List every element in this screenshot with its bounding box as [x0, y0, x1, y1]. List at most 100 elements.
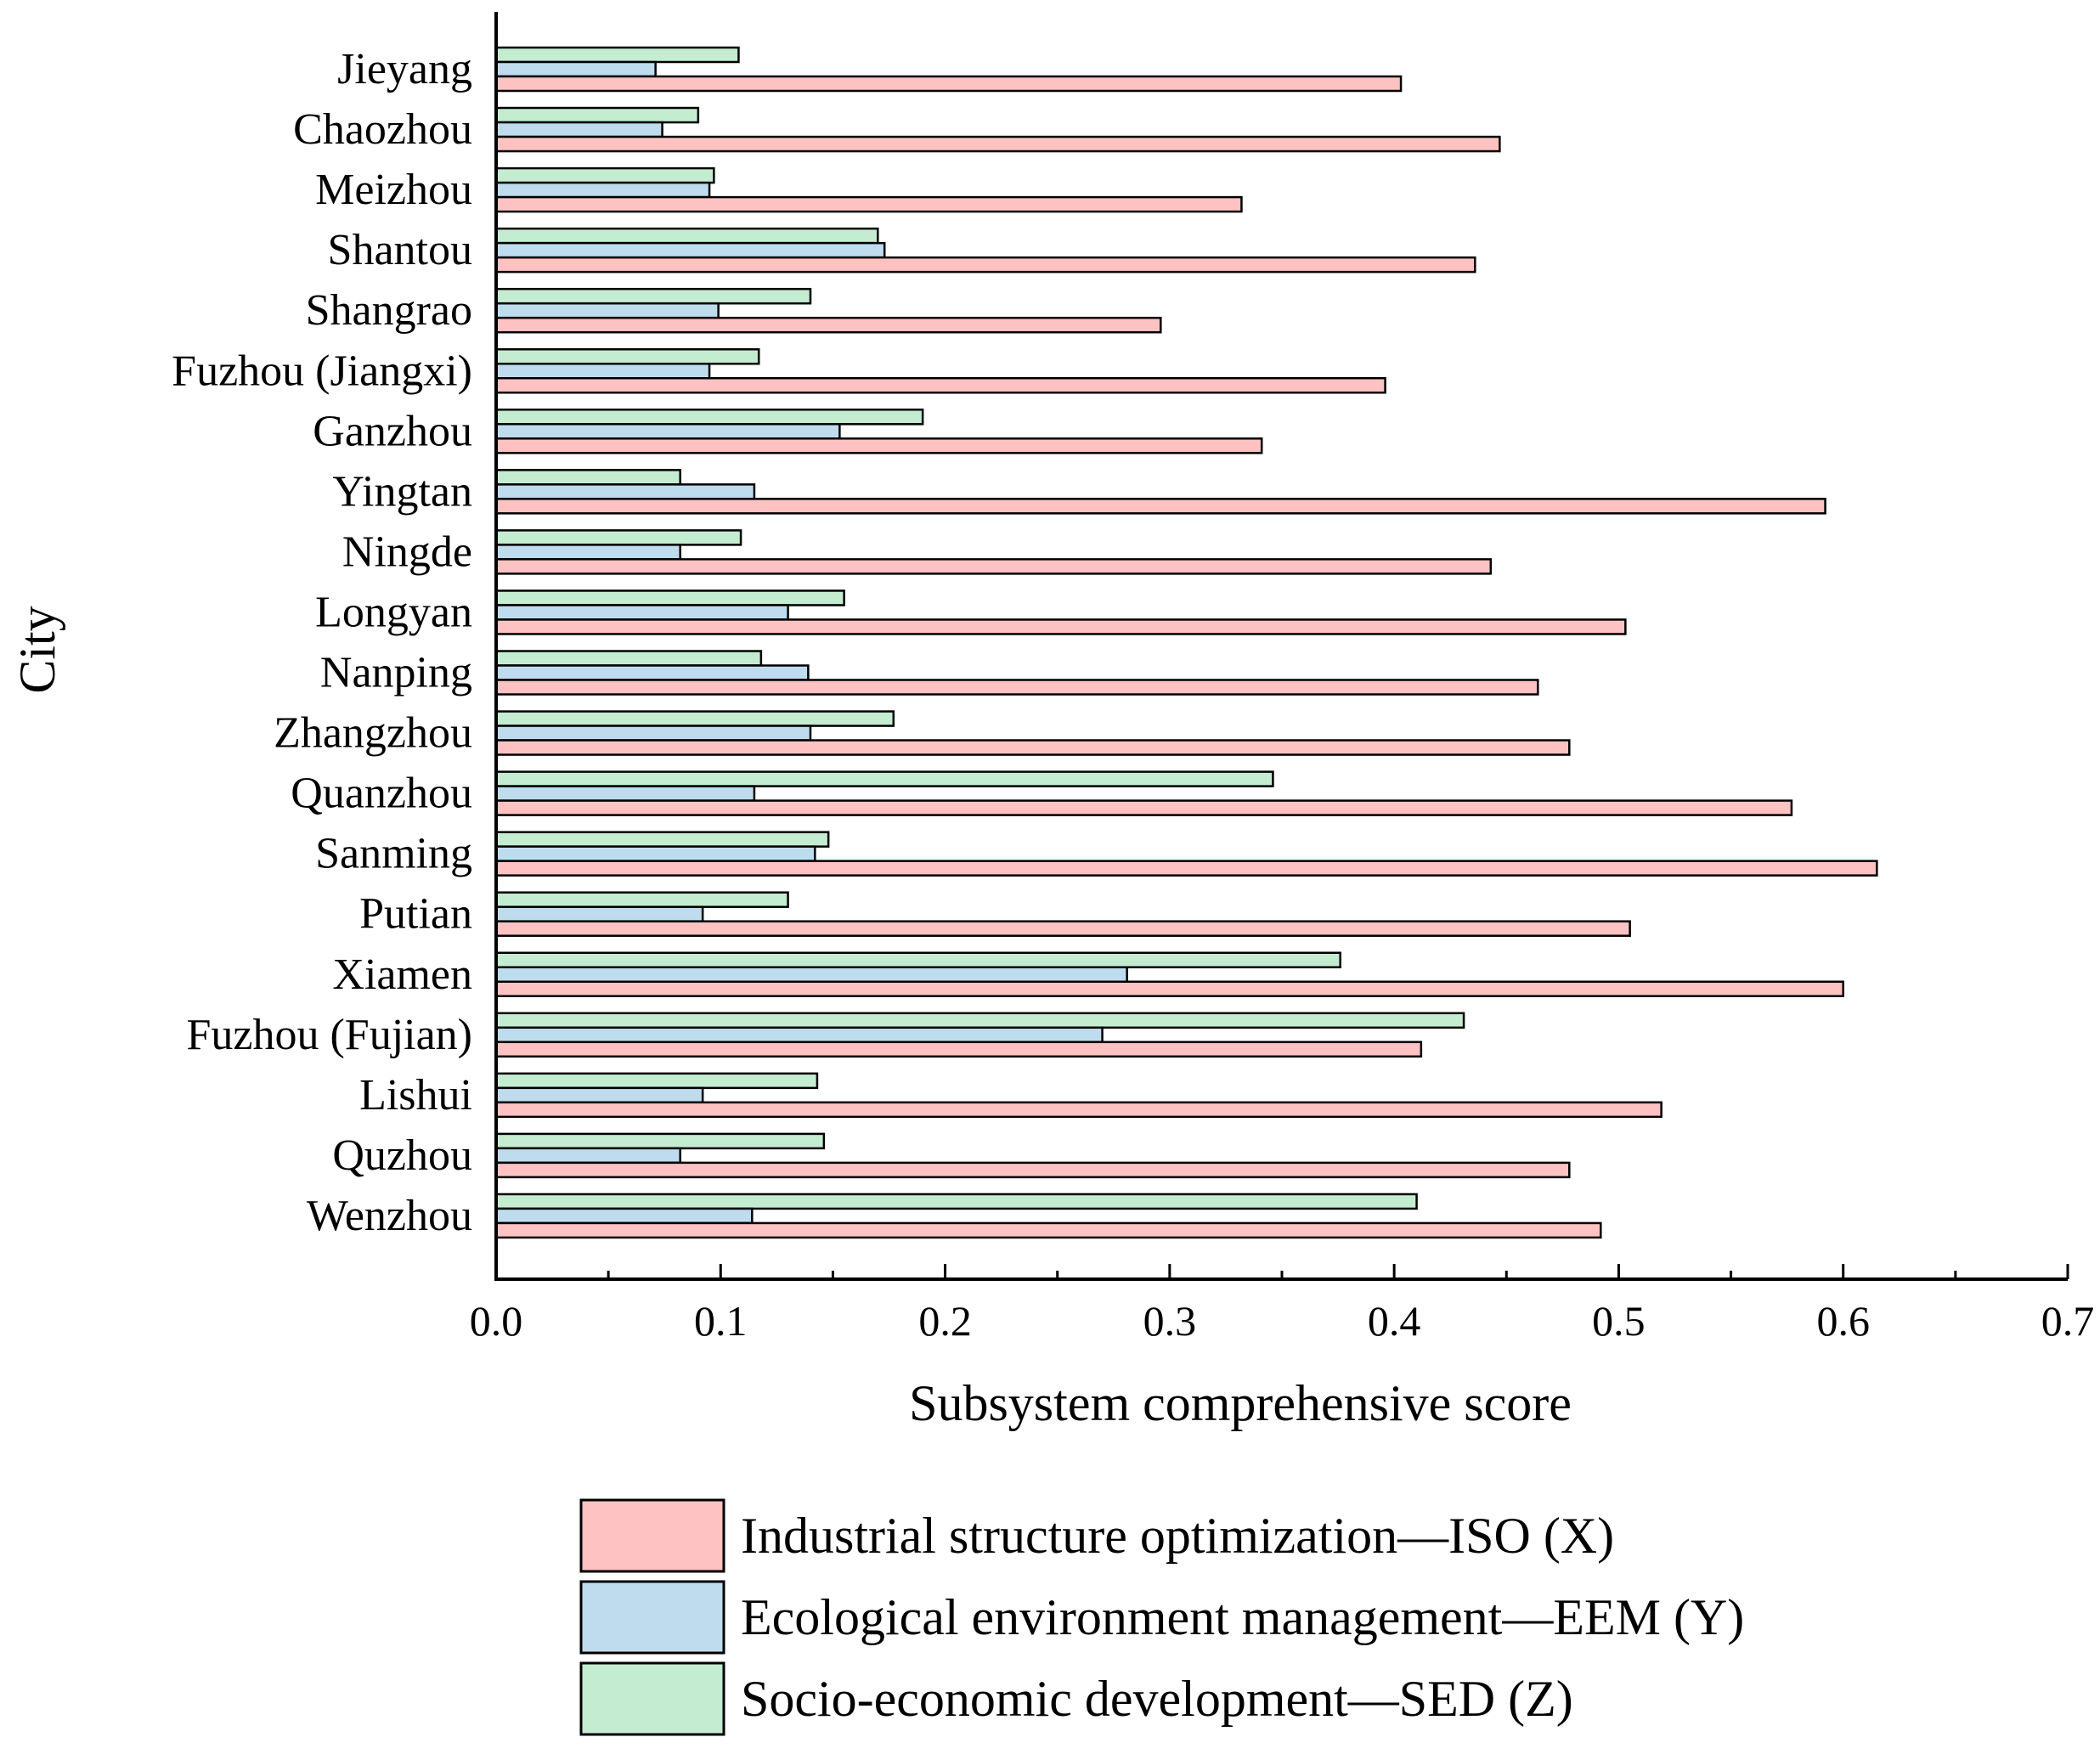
bar-iso-putian [494, 920, 1631, 937]
bar-eem-shangrao [494, 302, 720, 319]
bar-eem-shantou [494, 241, 886, 259]
legend: Industrial structure optimization—ISO (X… [579, 1498, 1744, 1736]
bar-iso-quzhou [494, 1161, 1571, 1179]
bar-eem-yingtan [494, 483, 756, 500]
legend-label-iso: Industrial structure optimization—ISO (X… [741, 1508, 1614, 1564]
x-tick-label: 0.2 [918, 1297, 972, 1345]
bar-iso-fuzhou-fujian [494, 1041, 1423, 1058]
city-label: Wenzhou [307, 1192, 472, 1240]
bar-sed-xiamen [494, 951, 1341, 968]
bar-eem-lishui [494, 1086, 704, 1104]
x-axis-title: Subsystem comprehensive score [909, 1375, 1572, 1431]
city-label: Lishui [359, 1071, 472, 1120]
bar-eem-chaozhou [494, 121, 663, 138]
bar-sed-sanming [494, 831, 830, 848]
bar-eem-sanming [494, 845, 816, 862]
bar-sed-chaozhou [494, 106, 700, 124]
bar-sed-shangrao [494, 287, 812, 305]
city-label: Fuzhou (Jiangxi) [172, 347, 472, 395]
bar-iso-ningde [494, 558, 1493, 575]
bar-iso-longyan [494, 618, 1627, 635]
bar-eem-quanzhou [494, 785, 756, 802]
bars-layer [494, 46, 1878, 1239]
bar-iso-nanping [494, 679, 1539, 696]
city-label: Longyan [315, 588, 472, 636]
bar-iso-shangrao [494, 316, 1162, 334]
bar-sed-quzhou [494, 1132, 826, 1150]
bar-iso-shantou [494, 256, 1476, 274]
bar-iso-ganzhou [494, 437, 1263, 454]
legend-label-eem: Ecological environment management—EEM (Y… [741, 1589, 1744, 1645]
bar-sed-wenzhou [494, 1193, 1418, 1210]
x-tick-label: 0.4 [1368, 1297, 1421, 1345]
bar-iso-sanming [494, 860, 1878, 877]
x-tick-label: 0.0 [470, 1297, 523, 1345]
bar-sed-ganzhou [494, 409, 924, 426]
city-label: Fuzhou (Fujian) [186, 1011, 472, 1059]
bar-eem-putian [494, 905, 704, 922]
bar-iso-jieyang [494, 75, 1403, 93]
city-label: Shangrao [306, 286, 472, 335]
bar-iso-yingtan [494, 498, 1826, 515]
city-label: Nanping [320, 649, 472, 697]
bar-sed-nanping [494, 650, 763, 667]
city-label: Sanming [315, 830, 472, 878]
city-label: Chaozhou [293, 105, 472, 154]
x-tick-label: 0.6 [1816, 1297, 1870, 1345]
x-tick-label: 0.7 [2041, 1297, 2095, 1345]
bar-eem-jieyang [494, 60, 657, 78]
bar-eem-longyan [494, 604, 789, 621]
city-label: Jieyang [337, 45, 472, 93]
legend-swatch-eem [579, 1580, 725, 1655]
bar-sed-fuzhou-fujian [494, 1012, 1465, 1029]
bar-eem-nanping [494, 664, 810, 681]
labels-layer: Jieyang Chaozhou Meizhou Shantou Shangrao Fuz… [172, 45, 472, 1240]
bar-sed-shantou [494, 227, 879, 245]
bar-sed-lishui [494, 1072, 819, 1090]
bar-eem-ningde [494, 544, 681, 561]
city-label: Zhangzhou [274, 709, 472, 758]
bar-sed-zhangzhou [494, 710, 895, 727]
bar-iso-quanzhou [494, 799, 1793, 816]
legend-swatch-sed [579, 1661, 725, 1736]
bar-eem-xiamen [494, 966, 1128, 983]
bar-eem-quzhou [494, 1147, 681, 1165]
bar-iso-xiamen [494, 980, 1844, 997]
bar-iso-meizhou [494, 195, 1243, 213]
city-label: Ningde [342, 527, 472, 576]
city-label: Quzhou [332, 1131, 472, 1180]
bar-sed-longyan [494, 589, 845, 606]
x-tick-label: 0.1 [694, 1297, 748, 1345]
bar-sed-meizhou [494, 166, 715, 184]
bar-sed-quanzhou [494, 770, 1274, 787]
city-label: Meizhou [315, 166, 472, 214]
city-label: Shantou [328, 226, 472, 274]
bar-eem-meizhou [494, 181, 711, 199]
city-label: Ganzhou [313, 407, 472, 455]
bar-iso-chaozhou [494, 135, 1501, 153]
x-tick-label: 0.3 [1143, 1297, 1197, 1345]
bar-eem-ganzhou [494, 423, 841, 440]
city-label: Xiamen [332, 950, 472, 999]
bar-eem-zhangzhou [494, 725, 812, 742]
bar-sed-ningde [494, 529, 742, 546]
x-tick-label: 0.5 [1592, 1297, 1646, 1345]
bar-sed-jieyang [494, 46, 740, 64]
bar-eem-wenzhou [494, 1207, 754, 1225]
city-label: Yingtan [332, 467, 472, 516]
legend-swatch-iso [579, 1498, 725, 1573]
bar-iso-fuzhou-jiangxi [494, 377, 1386, 394]
bar-sed-yingtan [494, 469, 681, 486]
bar-iso-wenzhou [494, 1221, 1602, 1239]
bar-sed-fuzhou-jiangxi [494, 348, 760, 365]
city-label: Putian [359, 890, 472, 939]
city-label: Quanzhou [291, 770, 472, 818]
ticks-layer: 0.0 0.1 0.2 0.3 0.4 0.5 0.6 0.7 [470, 1264, 2095, 1345]
bar-iso-zhangzhou [494, 739, 1571, 756]
bar-eem-fuzhou-fujian [494, 1026, 1104, 1044]
legend-label-sed: Socio-economic development—SED (Z) [741, 1671, 1573, 1727]
bar-eem-fuzhou-jiangxi [494, 363, 711, 380]
y-axis-title: City [9, 606, 65, 693]
